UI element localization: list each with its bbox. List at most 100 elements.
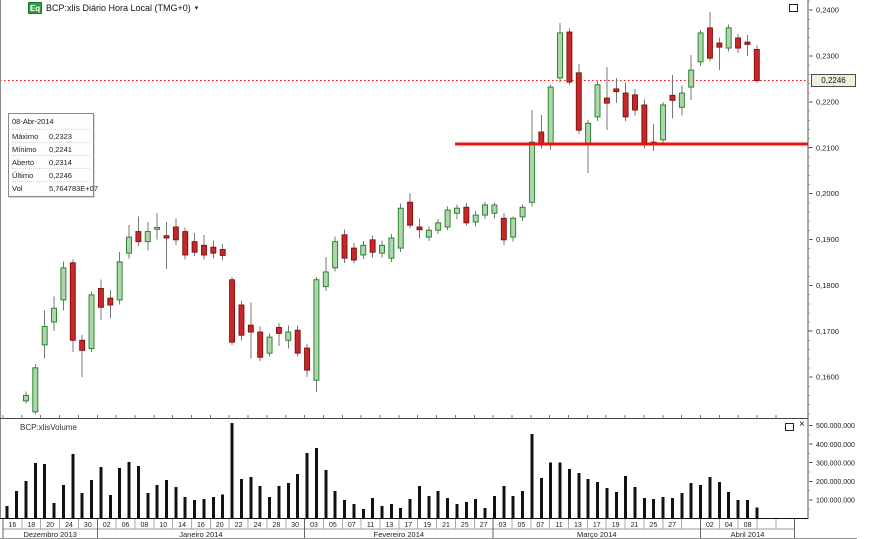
x-axis-day-label: 17 (593, 522, 601, 529)
candle-down (69, 262, 76, 341)
price-axis-label: 0,2000 (816, 189, 839, 198)
volume-bar (164, 479, 168, 519)
volume-bar (389, 503, 393, 519)
volume-bar (361, 509, 365, 519)
x-axis-day-label: 11 (367, 522, 374, 529)
candle-up (678, 92, 685, 108)
volume-bar (521, 490, 525, 519)
volume-bar (492, 496, 496, 519)
instrument-title: BCP:xlis Diário Hora Local (TMG+0) (46, 3, 191, 13)
volume-bar (230, 423, 234, 519)
volume-bar (343, 499, 347, 519)
candle-down (716, 42, 723, 48)
candle-up (585, 122, 592, 146)
volume-bar (483, 508, 487, 519)
volume-bar (417, 485, 421, 519)
instrument-selector[interactable]: Eq BCP:xlis Diário Hora Local (TMG+0) ▾ (28, 2, 198, 14)
volume-bar (511, 495, 515, 519)
x-axis-day-label: 27 (480, 522, 488, 529)
volume-bar (61, 485, 65, 519)
x-axis-day-label: 04 (725, 522, 733, 529)
candle-up (528, 141, 535, 203)
volume-bar (380, 506, 384, 519)
x-axis-day-label: 20 (216, 522, 224, 529)
volume-bar (249, 477, 253, 519)
x-axis-month-label: Dezembro 2013 (23, 530, 76, 539)
x-axis-day-label: 07 (348, 522, 356, 529)
volume-bar (314, 448, 318, 519)
volume-axis-label: 100.000.000 (816, 498, 855, 505)
candle-up (688, 69, 695, 88)
volume-bar (71, 453, 75, 519)
x-axis-day-label: 13 (574, 522, 582, 529)
candle-up (557, 32, 563, 79)
volume-bar (436, 490, 440, 519)
volume-bar (446, 498, 450, 519)
price-axis-label: 0,1800 (816, 281, 839, 290)
x-axis-day-label: 05 (517, 522, 525, 529)
volume-bar (90, 479, 94, 519)
volume-axis-label: 500.000.000 (816, 423, 855, 430)
volume-bar (174, 487, 178, 519)
volume-bar (670, 498, 674, 519)
candle-up (322, 271, 329, 288)
volume-bar (15, 490, 19, 519)
candle-up (60, 267, 67, 301)
tooltip-date: 08-Abr-2014 (12, 117, 54, 126)
volume-bar (277, 485, 281, 519)
x-axis-day-label: 11 (555, 522, 562, 529)
x-axis-day-label: 18 (27, 522, 35, 529)
x-axis-day-label: 16 (197, 522, 205, 529)
volume-bar (455, 503, 459, 519)
candle-up (266, 336, 273, 354)
equity-icon: Eq (28, 2, 42, 14)
x-axis-day-label: 25 (461, 522, 469, 529)
volume-bar (464, 501, 468, 519)
volume-bar (239, 479, 243, 519)
candle-down (97, 288, 104, 308)
volume-bar (155, 485, 159, 519)
candle-up (116, 261, 123, 301)
x-axis-day-label: 24 (254, 522, 262, 529)
x-axis-day-label: 19 (612, 522, 620, 529)
candle-down (257, 331, 264, 358)
volume-bar (708, 477, 712, 519)
volume-bar (539, 477, 543, 519)
x-axis-day-label: 30 (291, 522, 299, 529)
candle-up (379, 244, 385, 254)
volume-axis-label: 400.000.000 (816, 442, 855, 449)
volume-bar (183, 496, 187, 519)
volume-pane-close-icon[interactable]: × (799, 419, 805, 430)
candle-up (32, 367, 39, 413)
candle-down (182, 231, 189, 256)
candle-down (707, 27, 713, 59)
x-axis-day-label: 05 (329, 522, 337, 529)
volume-bar (596, 482, 600, 519)
candle-up (472, 214, 479, 223)
volume-bar (745, 499, 749, 519)
candle-down (369, 239, 376, 253)
x-axis-day-label: 30 (84, 522, 92, 529)
volume-bar (52, 503, 56, 519)
candle-up (425, 229, 432, 238)
candle-down (566, 31, 573, 83)
x-axis-month-label: Março 2014 (577, 530, 617, 539)
candle-down (294, 329, 301, 354)
volume-bar (136, 466, 140, 519)
volume-bar (633, 487, 637, 519)
x-axis-day-label: 25 (649, 522, 657, 529)
volume-bar (605, 487, 609, 519)
volume-bar (558, 462, 562, 519)
candle-down (622, 92, 629, 118)
price-axis-label: 0,2400 (816, 6, 839, 15)
price-pane-maximize-icon[interactable] (789, 4, 798, 12)
volume-bar (408, 498, 412, 519)
tooltip-row-open: Aberto 0,2314 (12, 155, 90, 168)
volume-pane-maximize-icon[interactable] (785, 423, 794, 431)
x-axis-month-label: Fevereiro 2014 (374, 530, 424, 539)
candle-up (144, 231, 151, 243)
candle-up (491, 204, 498, 214)
candle-down (463, 206, 470, 224)
volume-bar (268, 496, 272, 519)
volume-bar (502, 485, 506, 519)
